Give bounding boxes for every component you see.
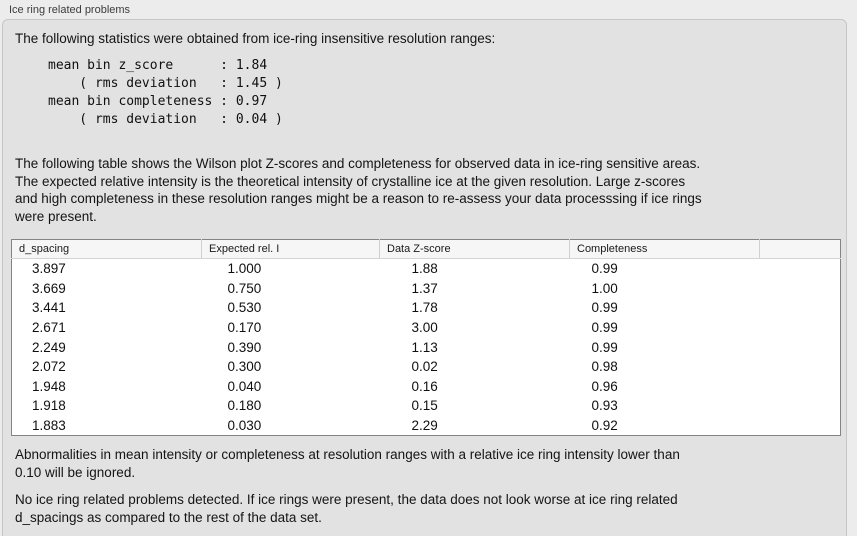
table-row[interactable]: 1.948 0.040 0.16 0.96: [12, 377, 841, 397]
table-cell-empty: [760, 279, 841, 299]
table-row[interactable]: 1.883 0.030 2.29 0.92: [12, 416, 841, 436]
table-cell: 2.29: [411, 418, 438, 434]
table-cell: 1.00: [591, 280, 618, 296]
table-cell: 0.93: [591, 398, 618, 414]
table-cell-empty: [760, 396, 841, 416]
ignore-note-text: Abnormalities in mean intensity or compl…: [15, 447, 680, 480]
table-cell: 0.99: [591, 261, 618, 277]
table-cell: 0.99: [591, 339, 618, 355]
table-header-row: d_spacing Expected rel. I Data Z-score C…: [11, 239, 841, 259]
statistics-block: mean bin z_score : 1.84 ( rms deviation …: [48, 58, 283, 127]
table-cell-empty: [760, 318, 841, 338]
table-cell: 0.030: [227, 418, 262, 434]
table-cell: 0.390: [227, 339, 262, 355]
table-cell: 0.040: [227, 378, 262, 394]
table-cell: 2.072: [32, 359, 66, 375]
column-header-z-score[interactable]: Data Z-score: [379, 239, 570, 259]
column-header-empty: [759, 239, 841, 259]
table-cell: 0.750: [227, 280, 262, 296]
table-cell: 1.37: [411, 280, 438, 296]
table-cell: 0.99: [591, 300, 618, 316]
conclusion-text: No ice ring related problems detected. I…: [15, 492, 678, 525]
table-cell: 0.16: [411, 378, 438, 394]
table-cell: 1.88: [411, 261, 438, 277]
table-cell: 1.948: [32, 378, 66, 394]
table-description-text: The following table shows the Wilson plo…: [15, 156, 702, 225]
table-cell: 0.180: [227, 398, 262, 414]
groupbox-frame: The following statistics were obtained f…: [2, 19, 847, 536]
intro-text: The following statistics were obtained f…: [15, 31, 496, 46]
table-row[interactable]: 2.249 0.390 1.13 0.99: [12, 337, 841, 357]
table-cell: 3.669: [32, 280, 66, 296]
table-cell-empty: [760, 357, 841, 377]
table-cell: 3.441: [32, 300, 66, 316]
table-cell-empty: [760, 337, 841, 357]
table-row[interactable]: 2.671 0.170 3.00 0.99: [12, 318, 841, 338]
table-cell: 0.92: [591, 418, 618, 434]
column-header-expected-i[interactable]: Expected rel. I: [201, 239, 380, 259]
table-row[interactable]: 3.897 1.000 1.88 0.99: [12, 259, 841, 279]
table-cell: 0.99: [591, 320, 618, 336]
table-cell: 1.000: [227, 261, 262, 277]
table-cell: 3.00: [411, 320, 438, 336]
column-header-d-spacing[interactable]: d_spacing: [11, 239, 202, 259]
table-cell: 0.98: [591, 359, 618, 375]
table-row[interactable]: 3.669 0.750 1.37 1.00: [12, 279, 841, 299]
table-cell-empty: [760, 259, 841, 279]
table-cell: 0.96: [591, 378, 618, 394]
table-cell: 1.78: [411, 300, 438, 316]
column-header-completeness[interactable]: Completeness: [569, 239, 760, 259]
table-body: 3.897 1.000 1.88 0.99 3.669 0.750 1.37 1.00 3.44…: [12, 259, 841, 436]
table-row[interactable]: 1.918 0.180 0.15 0.93: [12, 396, 841, 416]
table-cell-empty: [760, 377, 841, 397]
table-cell: 3.897: [32, 261, 66, 277]
table-cell: 0.02: [411, 359, 438, 375]
table-cell: 2.249: [32, 339, 66, 355]
table-cell: 1.918: [32, 398, 66, 414]
ice-ring-table: d_spacing Expected rel. I Data Z-score C…: [11, 239, 841, 437]
table-cell: 0.530: [227, 300, 262, 316]
table-cell: 0.15: [411, 398, 438, 414]
table-cell: 1.883: [32, 418, 66, 434]
table-cell-empty: [760, 416, 841, 436]
table-cell-empty: [760, 298, 841, 318]
table-cell: 0.170: [227, 320, 262, 336]
groupbox-title: Ice ring related problems: [9, 4, 131, 16]
table-cell: 1.13: [411, 339, 438, 355]
table-row[interactable]: 2.072 0.300 0.02 0.98: [12, 357, 841, 377]
table-row[interactable]: 3.441 0.530 1.78 0.99: [12, 298, 841, 318]
table-cell: 0.300: [227, 359, 262, 375]
table-cell: 2.671: [32, 320, 66, 336]
